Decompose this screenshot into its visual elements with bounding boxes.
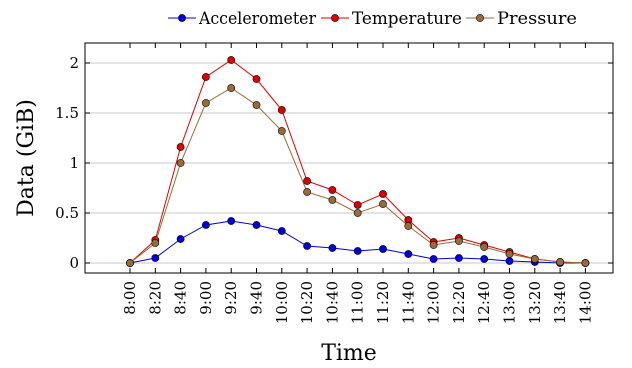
point-pressure-3	[201, 99, 210, 107]
point-pressure-14	[480, 243, 489, 251]
x-axis-ticks: 8:00 8:20 8:40 9:00 9:20 9:40 10:00 10:20 10:40 1…	[121, 43, 594, 324]
y-axis-ticks: 0 0.5 1 1.5 2	[55, 54, 613, 272]
legend-marker-accelerometer	[178, 14, 186, 22]
series-pressure	[126, 84, 590, 267]
x-tick-label-4: 9:20	[222, 281, 240, 315]
x-tick-label-15: 13:00	[501, 281, 519, 324]
x-tick-label-9: 11:00	[349, 281, 367, 324]
legend-entry-pressure: Pressure	[466, 9, 577, 29]
y-axis-label: Data (GiB)	[14, 99, 39, 217]
point-temperature-9	[353, 201, 362, 209]
legend-label-pressure: Pressure	[497, 9, 577, 29]
y-tick-label-4: 2	[69, 54, 79, 72]
line-pressure	[129, 87, 586, 264]
series-temperature	[126, 56, 590, 267]
point-temperature-7	[303, 177, 311, 185]
x-tick-label-16: 13:20	[526, 281, 544, 324]
point-pressure-11	[404, 222, 413, 230]
x-tick-label-8: 10:40	[323, 281, 341, 324]
line-temperature	[129, 59, 586, 264]
legend-entry-accelerometer: Accelerometer	[168, 9, 317, 29]
point-accelerometer-12	[429, 255, 438, 263]
point-temperature-2	[176, 143, 185, 151]
y-tick-label-0: 0	[69, 254, 79, 272]
point-accelerometer-10	[379, 245, 387, 253]
point-accelerometer-3	[201, 221, 210, 229]
x-axis-label: Time	[321, 341, 377, 366]
point-pressure-1	[151, 239, 160, 247]
x-tick-label-11: 11:40	[399, 281, 417, 324]
legend-entry-temperature: Temperature	[321, 9, 462, 29]
point-pressure-12	[429, 241, 438, 249]
x-tick-label-12: 12:00	[425, 281, 443, 324]
y-tick-label-3: 1.5	[55, 104, 79, 122]
point-pressure-9	[353, 209, 362, 217]
point-temperature-5	[252, 75, 261, 83]
point-pressure-4	[227, 84, 236, 92]
legend-label-accelerometer: Accelerometer	[198, 9, 317, 29]
x-tick-label-6: 10:00	[273, 281, 291, 324]
point-accelerometer-7	[303, 242, 311, 250]
x-tick-label-3: 9:00	[197, 281, 215, 315]
plot-area-frame	[84, 42, 614, 274]
x-tick-label-10: 11:20	[374, 281, 392, 324]
legend-label-temperature: Temperature	[352, 9, 462, 29]
point-accelerometer-15	[505, 257, 514, 265]
line-accelerometer	[129, 220, 586, 264]
x-tick-label-5: 9:40	[248, 281, 266, 315]
point-pressure-7	[303, 188, 311, 196]
point-temperature-4	[227, 56, 236, 64]
point-accelerometer-14	[480, 255, 489, 263]
y-tick-label-2: 1	[69, 154, 79, 172]
point-temperature-8	[328, 186, 337, 194]
grid	[85, 62, 613, 264]
legend-marker-temperature	[331, 14, 339, 22]
x-tick-label-13: 12:20	[450, 281, 468, 324]
point-pressure-8	[328, 196, 337, 204]
point-pressure-0	[126, 259, 134, 267]
point-pressure-15	[505, 250, 514, 258]
point-accelerometer-4	[227, 217, 236, 225]
point-pressure-10	[379, 200, 387, 208]
point-temperature-3	[201, 73, 210, 81]
point-accelerometer-11	[404, 250, 413, 258]
point-pressure-5	[252, 101, 261, 109]
point-accelerometer-8	[328, 244, 337, 252]
x-tick-label-1: 8:20	[146, 281, 164, 315]
legend-marker-pressure	[476, 14, 484, 22]
point-pressure-6	[277, 127, 286, 135]
point-pressure-17	[556, 258, 564, 266]
point-accelerometer-2	[176, 235, 185, 243]
point-accelerometer-9	[353, 247, 362, 255]
point-pressure-18	[581, 259, 590, 267]
point-pressure-16	[530, 255, 539, 263]
point-temperature-10	[379, 190, 387, 198]
point-accelerometer-5	[252, 221, 261, 229]
y-tick-label-1: 0.5	[55, 204, 79, 222]
point-pressure-2	[176, 159, 185, 167]
series-lines	[126, 56, 590, 267]
x-tick-label-7: 10:20	[298, 281, 316, 324]
series-accelerometer	[126, 217, 590, 267]
point-accelerometer-1	[151, 254, 160, 262]
point-accelerometer-6	[277, 227, 286, 235]
x-tick-label-17: 13:40	[551, 281, 569, 324]
x-tick-label-2: 8:40	[172, 281, 190, 315]
point-temperature-6	[277, 106, 286, 114]
x-tick-label-0: 8:00	[121, 281, 139, 315]
point-pressure-13	[454, 237, 463, 245]
legend: Accelerometer Temperature Pressure	[168, 9, 577, 29]
x-tick-label-18: 14:00	[576, 281, 594, 324]
point-accelerometer-13	[454, 254, 463, 262]
x-tick-label-14: 12:40	[475, 281, 493, 324]
